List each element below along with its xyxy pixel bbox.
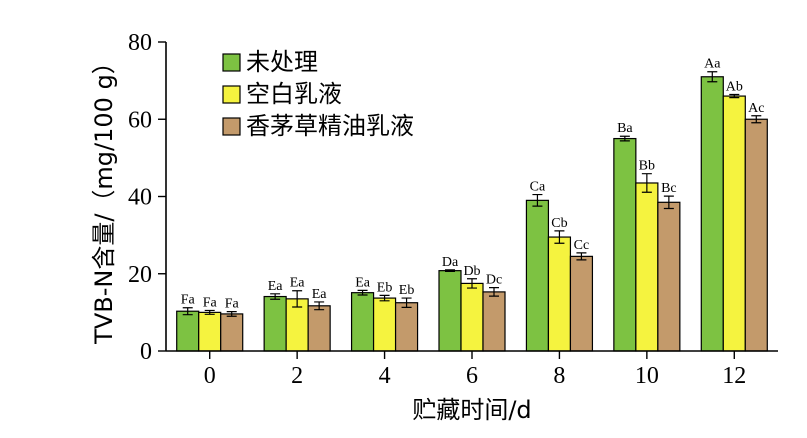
significance-label: Ab bbox=[726, 80, 743, 95]
significance-label: Dc bbox=[486, 273, 502, 288]
significance-label: Bb bbox=[639, 159, 655, 174]
bar bbox=[657, 201, 681, 352]
bar bbox=[307, 305, 331, 352]
y-tick-label: 80 bbox=[128, 30, 152, 56]
x-tick-label: 8 bbox=[553, 363, 565, 389]
bar bbox=[372, 297, 397, 352]
error-bar bbox=[379, 294, 390, 302]
significance-label: Eb bbox=[377, 280, 393, 295]
significance-label: Da bbox=[442, 255, 459, 270]
bar bbox=[744, 118, 768, 352]
error-bar bbox=[204, 309, 215, 315]
error-bar bbox=[619, 135, 630, 142]
y-tick-label: 40 bbox=[128, 185, 152, 211]
legend-swatch bbox=[222, 117, 241, 136]
significance-label: Cc bbox=[574, 238, 590, 253]
y-tick-label: 60 bbox=[128, 107, 152, 133]
error-bar bbox=[751, 115, 762, 124]
bar bbox=[569, 255, 594, 352]
error-bar bbox=[357, 289, 368, 296]
error-bar bbox=[576, 252, 587, 261]
error-bar bbox=[641, 173, 652, 193]
bar bbox=[613, 137, 637, 352]
significance-label: Fa bbox=[225, 297, 240, 312]
significance-label: Ba bbox=[617, 121, 633, 136]
significance-label: Ea bbox=[268, 279, 284, 294]
error-bar bbox=[401, 297, 412, 308]
x-axis-ticks: 0 2 4 6 8 10 12 bbox=[204, 351, 746, 389]
bar bbox=[438, 270, 462, 352]
significance-label: Cb bbox=[551, 216, 567, 231]
y-tick-label: 20 bbox=[128, 262, 152, 288]
bar bbox=[263, 295, 287, 352]
x-tick-label: 0 bbox=[204, 363, 216, 389]
significance-label: Eb bbox=[399, 283, 415, 298]
significance-label: Fa bbox=[181, 293, 196, 308]
x-tick-label: 4 bbox=[379, 363, 391, 389]
bar bbox=[198, 311, 222, 352]
error-bar bbox=[226, 311, 237, 317]
x-tick-label: 6 bbox=[466, 363, 478, 389]
significance-label: Fa bbox=[203, 295, 218, 310]
x-tick-label: 12 bbox=[722, 363, 746, 389]
bar bbox=[722, 95, 746, 352]
y-tick-label: 0 bbox=[140, 339, 152, 365]
error-bar bbox=[182, 307, 193, 316]
significance-label: Aa bbox=[704, 57, 721, 72]
y-axis-title: TVB-N含量/（mg/100 g） bbox=[90, 50, 118, 345]
error-bar bbox=[663, 195, 674, 210]
y-axis-ticks: 0 20 40 60 80 bbox=[128, 30, 166, 365]
legend-label: 香茅草精油乳液 bbox=[246, 112, 414, 140]
error-bar bbox=[554, 230, 565, 244]
error-bar bbox=[532, 193, 543, 207]
x-tick-label: 10 bbox=[635, 363, 659, 389]
significance-label: Ca bbox=[530, 180, 546, 195]
x-axis-title: 贮藏时间/d bbox=[412, 396, 531, 424]
significance-label: Ea bbox=[355, 275, 371, 290]
error-bar bbox=[292, 290, 303, 308]
legend-swatch bbox=[222, 53, 241, 72]
bar bbox=[525, 199, 550, 352]
error-bar bbox=[467, 278, 477, 289]
bar bbox=[482, 291, 506, 352]
legend-label: 未处理 bbox=[246, 48, 318, 76]
bar bbox=[700, 76, 724, 352]
legend-swatch bbox=[222, 85, 241, 104]
bar bbox=[220, 313, 244, 352]
error-bar bbox=[729, 93, 740, 99]
bar bbox=[547, 236, 572, 352]
error-bar bbox=[314, 301, 325, 311]
bar bbox=[394, 302, 419, 352]
significance-label: Bc bbox=[661, 181, 677, 196]
significance-label: Ac bbox=[748, 101, 764, 116]
legend-label: 空白乳液 bbox=[246, 80, 342, 108]
bar bbox=[460, 282, 484, 352]
bar bbox=[176, 310, 200, 352]
error-bar bbox=[445, 269, 455, 273]
bar bbox=[350, 292, 375, 352]
error-bar bbox=[489, 287, 499, 297]
significance-label: Ea bbox=[312, 287, 328, 302]
error-bar bbox=[707, 71, 718, 83]
x-tick-label: 2 bbox=[291, 363, 303, 389]
significance-label: Db bbox=[463, 264, 480, 279]
error-bar bbox=[270, 293, 281, 300]
bar bbox=[635, 182, 659, 352]
significance-label: Ea bbox=[290, 276, 306, 291]
